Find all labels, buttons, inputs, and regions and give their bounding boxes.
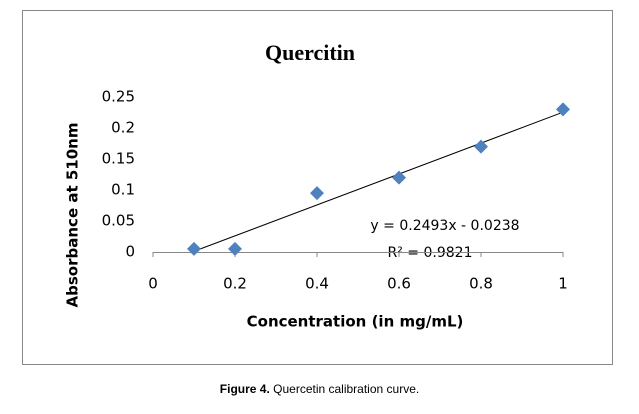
y-tick-label: 0.25 <box>102 88 135 106</box>
data-point <box>187 241 201 256</box>
y-tick-label: 0.2 <box>111 119 135 137</box>
caption: Figure 4. Quercetin calibration curve. <box>0 382 639 396</box>
data-point <box>310 186 324 201</box>
data-point <box>556 102 570 117</box>
data-point <box>228 241 242 256</box>
x-tick-label: 0.2 <box>223 275 247 293</box>
y-tick-label: 0.05 <box>102 212 135 230</box>
x-tick-label: 0.6 <box>387 275 411 293</box>
y-tick-label: 0.15 <box>102 150 135 168</box>
trendline <box>191 111 564 253</box>
y-tick-label: 0 <box>125 243 135 261</box>
chart-title: Quercitin <box>265 40 355 65</box>
x-tick-label: 0.4 <box>305 275 329 293</box>
y-tick-label: 0.1 <box>111 181 135 199</box>
x-tick-label: 0 <box>148 275 158 293</box>
x-tick-label: 1 <box>558 275 568 293</box>
caption-label: Figure 4. <box>219 382 270 396</box>
x-axis-label: Concentration (in mg/mL) <box>247 313 464 331</box>
data-point <box>392 170 406 185</box>
caption-text: Quercetin calibration curve. <box>273 382 420 396</box>
equation: y = 0.2493x - 0.0238 <box>370 218 519 234</box>
data-point <box>474 139 488 154</box>
chart: Quercitin Concentration (in mg/mL) Absor… <box>22 10 613 365</box>
x-tick-label: 0.8 <box>469 275 493 293</box>
y-axis-label: Absorbance at 510nm <box>64 123 82 308</box>
